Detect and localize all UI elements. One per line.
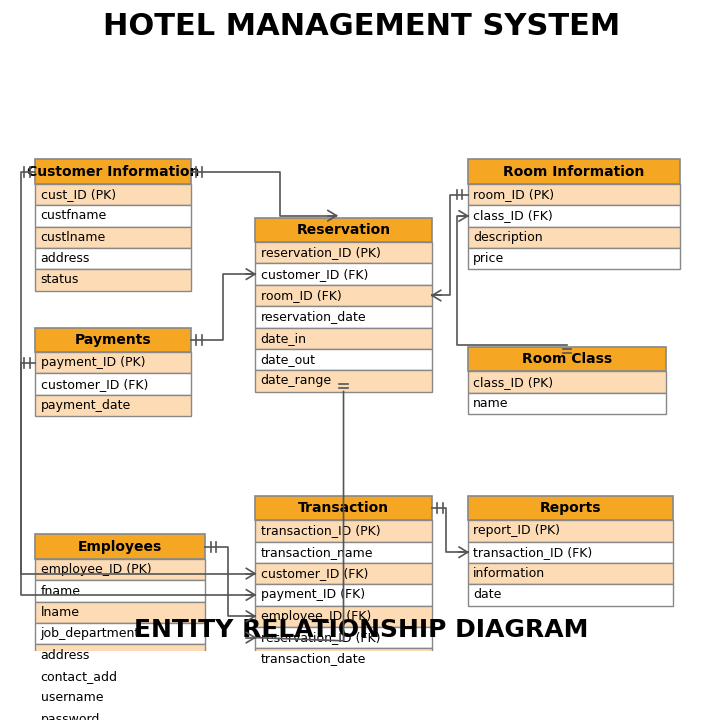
FancyBboxPatch shape xyxy=(35,534,205,559)
Text: transaction_date: transaction_date xyxy=(261,652,366,665)
Text: payment_ID (PK): payment_ID (PK) xyxy=(41,356,145,369)
FancyBboxPatch shape xyxy=(35,328,191,352)
Text: date_range: date_range xyxy=(261,374,332,387)
FancyBboxPatch shape xyxy=(255,541,432,563)
Text: Reports: Reports xyxy=(540,501,601,515)
FancyBboxPatch shape xyxy=(35,159,191,184)
Text: information: information xyxy=(473,567,546,580)
Text: customer_ID (FK): customer_ID (FK) xyxy=(41,377,148,390)
Text: room_ID (PK): room_ID (PK) xyxy=(473,188,554,201)
Text: Payments: Payments xyxy=(75,333,151,347)
Text: Transaction: Transaction xyxy=(298,501,389,515)
FancyBboxPatch shape xyxy=(467,393,666,414)
Text: report_ID (PK): report_ID (PK) xyxy=(473,524,560,537)
Text: status: status xyxy=(41,274,79,287)
Text: reservation_date: reservation_date xyxy=(261,310,366,323)
FancyBboxPatch shape xyxy=(467,495,673,521)
Text: employee_ID (FK): employee_ID (FK) xyxy=(261,610,371,623)
Text: Employees: Employees xyxy=(78,540,162,554)
FancyBboxPatch shape xyxy=(467,584,673,606)
Text: date_out: date_out xyxy=(261,353,315,366)
Text: ENTITY RELATIONSHIP DIAGRAM: ENTITY RELATIONSHIP DIAGRAM xyxy=(134,618,588,642)
FancyBboxPatch shape xyxy=(255,264,432,285)
FancyBboxPatch shape xyxy=(35,184,191,205)
Text: employee_ID (PK): employee_ID (PK) xyxy=(41,563,151,576)
Text: username: username xyxy=(41,691,103,704)
FancyBboxPatch shape xyxy=(255,584,432,606)
Text: class_ID (PK): class_ID (PK) xyxy=(473,376,554,389)
FancyBboxPatch shape xyxy=(255,349,432,370)
Text: address: address xyxy=(41,649,90,662)
FancyBboxPatch shape xyxy=(35,269,191,291)
FancyBboxPatch shape xyxy=(35,623,205,644)
FancyBboxPatch shape xyxy=(35,227,191,248)
FancyBboxPatch shape xyxy=(255,563,432,584)
FancyBboxPatch shape xyxy=(467,184,680,205)
Text: HOTEL MANAGEMENT SYSTEM: HOTEL MANAGEMENT SYSTEM xyxy=(103,12,620,41)
FancyBboxPatch shape xyxy=(255,306,432,328)
Text: reservation_ID (FK): reservation_ID (FK) xyxy=(261,631,380,644)
FancyBboxPatch shape xyxy=(467,227,680,248)
Text: address: address xyxy=(41,252,90,265)
Text: room_ID (FK): room_ID (FK) xyxy=(261,289,341,302)
Text: transaction_ID (FK): transaction_ID (FK) xyxy=(473,546,593,559)
Text: custfname: custfname xyxy=(41,210,107,222)
Text: price: price xyxy=(473,252,505,265)
FancyBboxPatch shape xyxy=(35,395,191,416)
FancyBboxPatch shape xyxy=(467,521,673,541)
Text: description: description xyxy=(473,231,543,244)
Text: Reservation: Reservation xyxy=(297,223,390,237)
Text: fname: fname xyxy=(41,585,81,598)
Text: date_in: date_in xyxy=(261,332,307,345)
Text: cust_ID (PK): cust_ID (PK) xyxy=(41,188,116,201)
FancyBboxPatch shape xyxy=(255,627,432,648)
Text: custlname: custlname xyxy=(41,231,106,244)
FancyBboxPatch shape xyxy=(35,687,205,708)
Text: lname: lname xyxy=(41,606,80,619)
Text: reservation_ID (PK): reservation_ID (PK) xyxy=(261,246,380,259)
FancyBboxPatch shape xyxy=(35,644,205,666)
Text: password: password xyxy=(41,713,100,720)
Text: transaction_name: transaction_name xyxy=(261,546,373,559)
Text: Customer Information: Customer Information xyxy=(27,165,199,179)
Text: payment_date: payment_date xyxy=(41,399,131,412)
FancyBboxPatch shape xyxy=(255,328,432,349)
FancyBboxPatch shape xyxy=(255,648,432,670)
Text: customer_ID (FK): customer_ID (FK) xyxy=(261,268,368,281)
FancyBboxPatch shape xyxy=(35,374,191,395)
Text: Room Class: Room Class xyxy=(522,352,612,366)
FancyBboxPatch shape xyxy=(35,666,205,687)
FancyBboxPatch shape xyxy=(35,352,191,374)
Text: customer_ID (FK): customer_ID (FK) xyxy=(261,567,368,580)
FancyBboxPatch shape xyxy=(255,521,432,541)
Text: Room Information: Room Information xyxy=(503,165,644,179)
FancyBboxPatch shape xyxy=(467,159,680,184)
FancyBboxPatch shape xyxy=(467,347,666,372)
FancyBboxPatch shape xyxy=(467,541,673,563)
Text: date: date xyxy=(473,588,502,601)
Text: name: name xyxy=(473,397,509,410)
Text: class_ID (FK): class_ID (FK) xyxy=(473,210,553,222)
Text: contact_add: contact_add xyxy=(41,670,117,683)
FancyBboxPatch shape xyxy=(467,372,666,393)
FancyBboxPatch shape xyxy=(467,563,673,584)
FancyBboxPatch shape xyxy=(467,248,680,269)
FancyBboxPatch shape xyxy=(35,708,205,720)
FancyBboxPatch shape xyxy=(255,495,432,521)
FancyBboxPatch shape xyxy=(255,285,432,306)
Text: transaction_ID (PK): transaction_ID (PK) xyxy=(261,524,380,537)
FancyBboxPatch shape xyxy=(255,242,432,264)
Text: payment_ID (FK): payment_ID (FK) xyxy=(261,588,364,601)
FancyBboxPatch shape xyxy=(35,559,205,580)
FancyBboxPatch shape xyxy=(35,205,191,227)
FancyBboxPatch shape xyxy=(35,248,191,269)
Text: job_department: job_department xyxy=(41,627,140,640)
FancyBboxPatch shape xyxy=(255,370,432,392)
FancyBboxPatch shape xyxy=(35,580,205,602)
FancyBboxPatch shape xyxy=(255,217,432,242)
FancyBboxPatch shape xyxy=(35,602,205,623)
FancyBboxPatch shape xyxy=(467,205,680,227)
FancyBboxPatch shape xyxy=(255,606,432,627)
